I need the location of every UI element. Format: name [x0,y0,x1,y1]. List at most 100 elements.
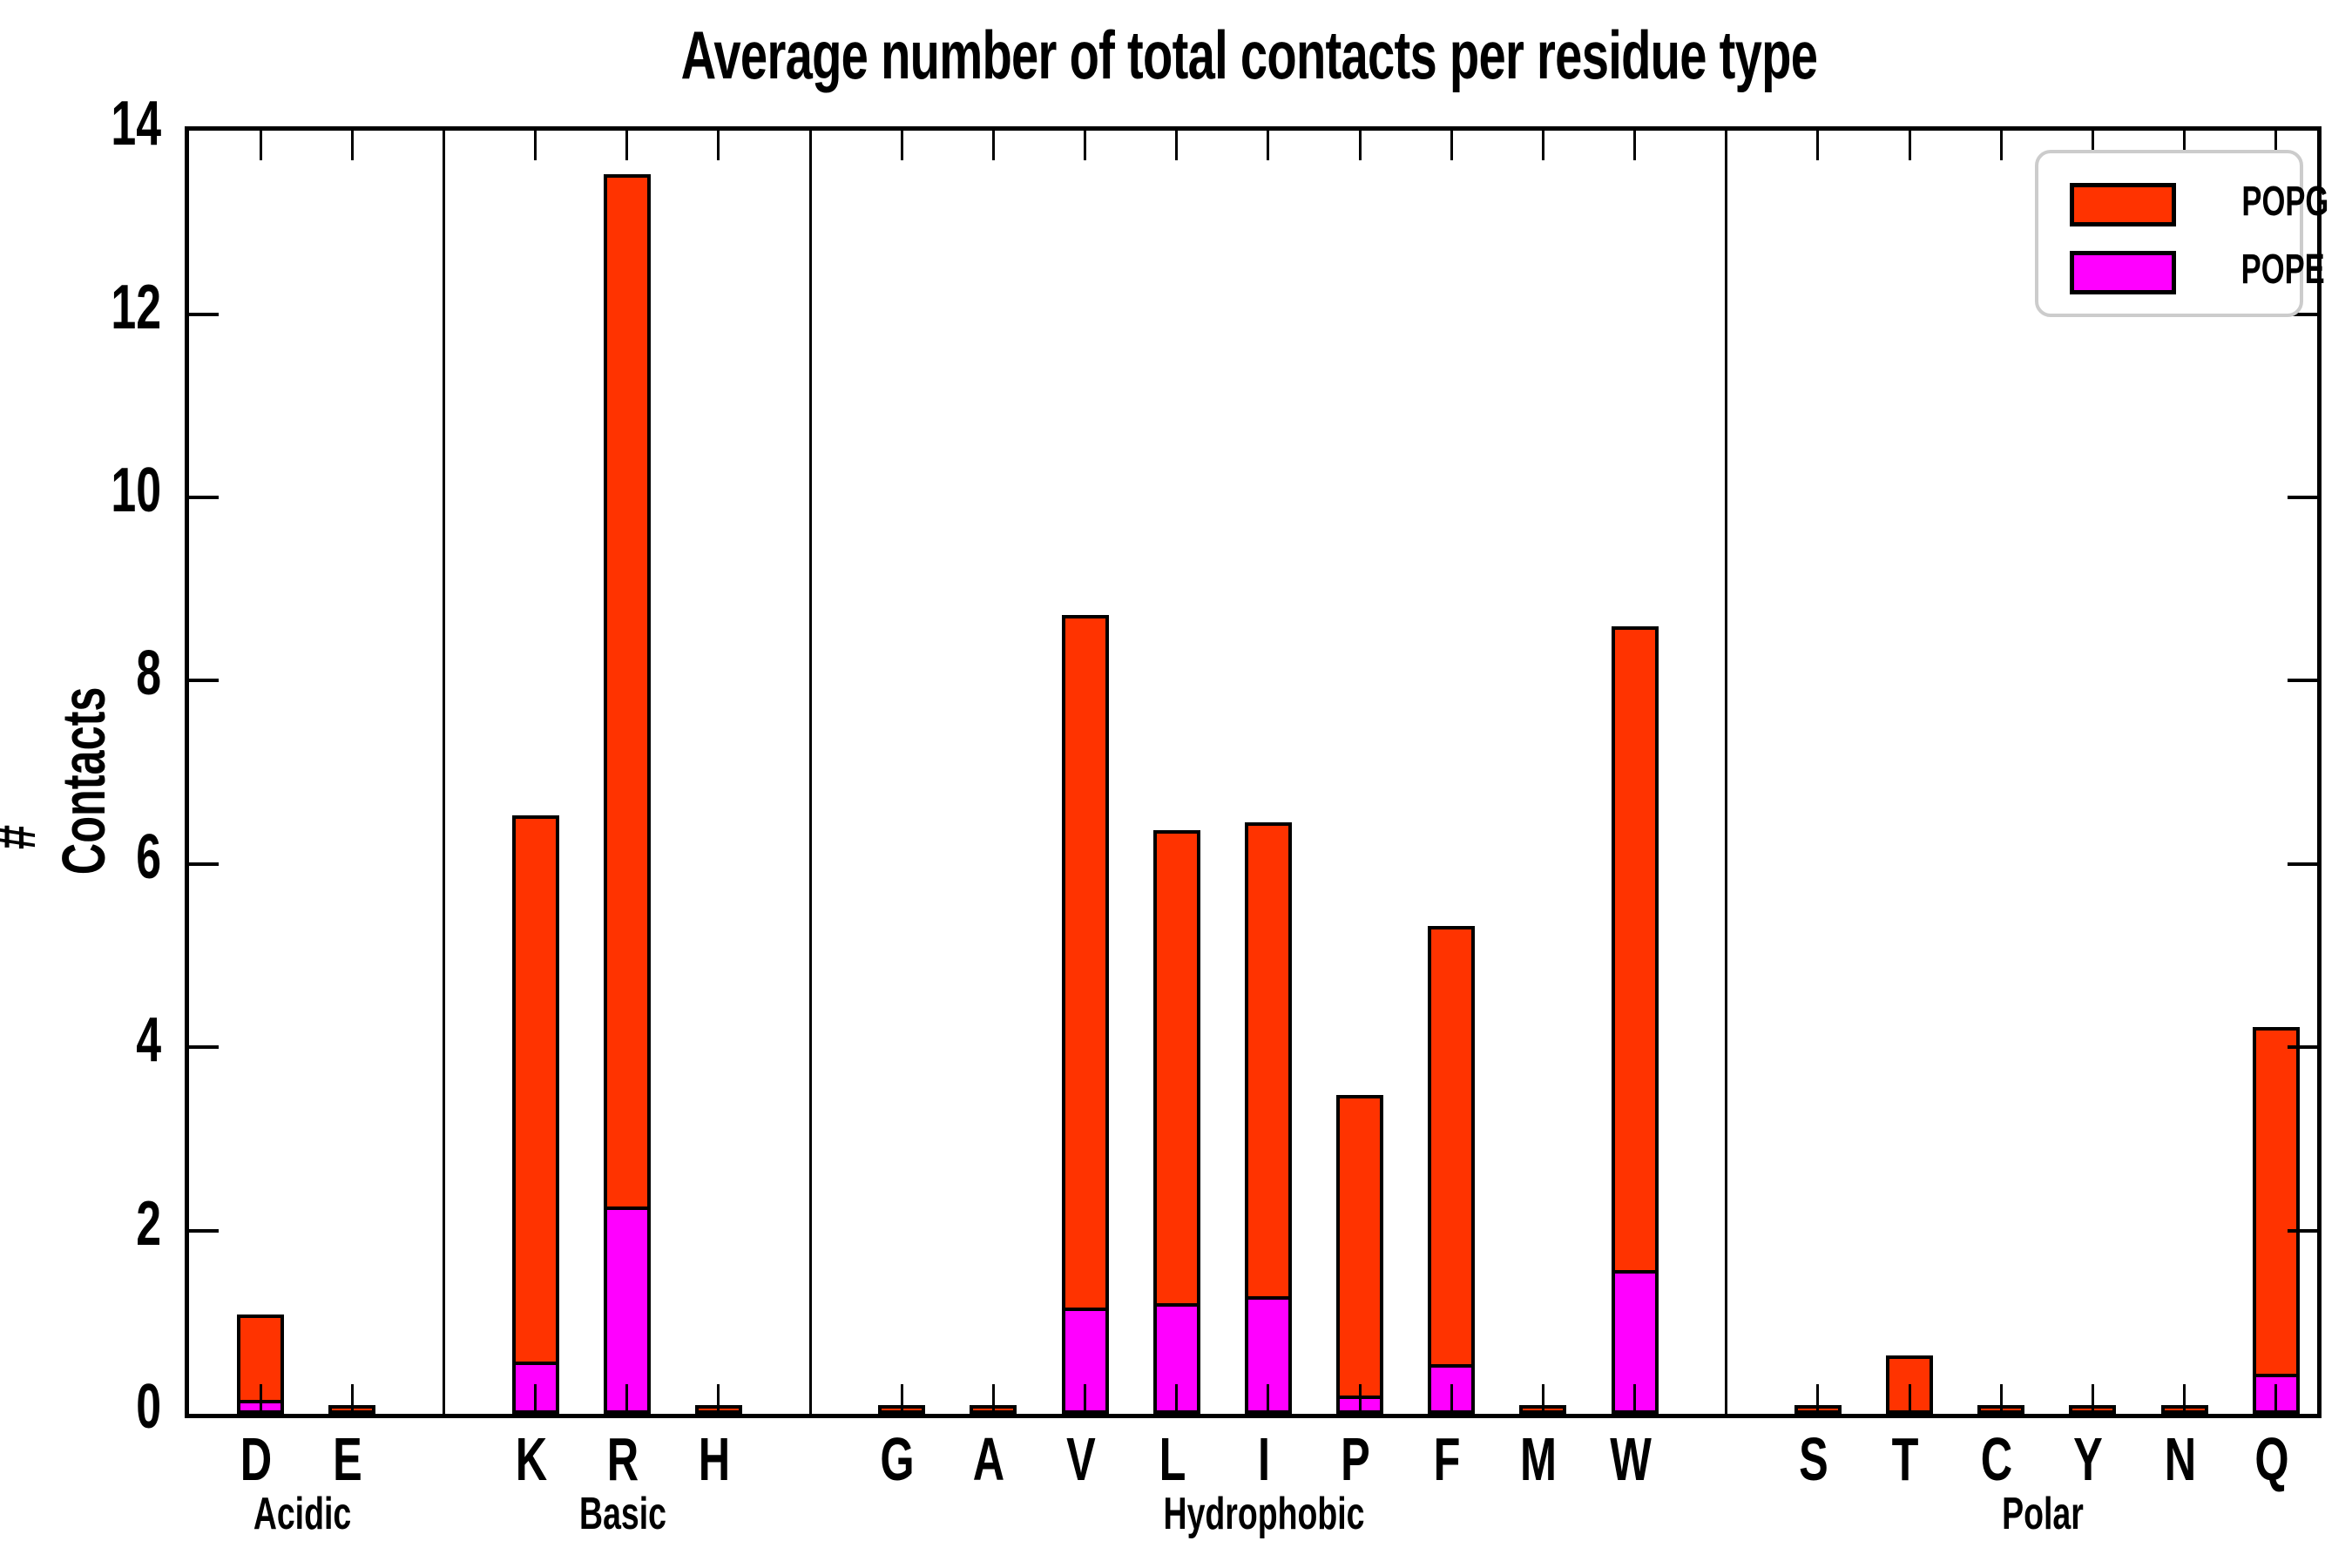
x-tick-label-T: T [1891,1425,1919,1493]
x-tick-bottom [717,1384,720,1414]
x-tick-top [991,131,995,160]
group-separator [1725,131,1728,1414]
legend-box: POPG POPE [2035,150,2328,317]
x-tick-label-H: H [698,1425,731,1493]
x-tick-top [1450,131,1453,160]
popg-swatch [2070,183,2176,226]
bar-W-popg [1611,626,1659,1414]
x-tick-label-R: R [606,1425,639,1493]
x-tick-label-S: S [1799,1425,1828,1493]
x-tick-top [625,131,629,160]
y-tick-left [189,1045,219,1050]
x-tick-bottom [625,1384,629,1414]
x-tick-label-V: V [1065,1425,1096,1493]
x-tick-top [1999,131,2003,160]
x-tick-top [259,131,262,160]
x-tick-top [900,131,903,160]
x-tick-label-Q: Q [2254,1425,2289,1493]
x-tick-top [1816,131,1820,160]
y-tick-left [189,312,219,316]
bar-I-popg [1244,822,1292,1414]
y-tick-left [189,862,219,866]
x-tick-bottom [1633,1384,1637,1414]
x-tick-bottom [350,1384,354,1414]
y-tick-left [189,1228,219,1233]
bar-R-pope [606,1206,647,1410]
group-separator [442,131,445,1414]
y-tick-right [2288,1045,2317,1050]
x-tick-top [1267,131,1270,160]
bar-K-popg [511,815,559,1414]
x-tick-top [350,131,354,160]
x-tick-label-L: L [1159,1425,1186,1493]
y-tick-label-14: 14 [111,89,161,159]
x-tick-top [1633,131,1637,160]
y-tick-right [2288,312,2317,316]
x-tick-label-K: K [515,1425,547,1493]
y-tick-label-2: 2 [136,1188,161,1259]
y-tick-label-10: 10 [111,456,161,526]
plot-area: POPG POPE [185,126,2328,1418]
y-tick-left [189,679,219,683]
x-tick-bottom [2274,1384,2278,1414]
pope-swatch [2070,251,2176,294]
x-tick-label-W: W [1609,1425,1652,1493]
bar-Q-popg [2252,1027,2300,1414]
y-tick-label-8: 8 [136,639,161,709]
x-tick-bottom [1358,1384,1362,1414]
x-tick-bottom [1267,1384,1270,1414]
group-label-basic: Basic [578,1489,666,1539]
x-tick-bottom [1816,1384,1820,1414]
x-tick-bottom [1541,1384,1544,1414]
x-tick-label-E: E [333,1425,362,1493]
x-tick-bottom [1908,1384,1911,1414]
x-tick-bottom [1084,1384,1087,1414]
x-tick-top [2183,131,2186,160]
x-tick-top [1358,131,1362,160]
x-tick-bottom [900,1384,903,1414]
bar-P-popg [1336,1095,1384,1414]
x-tick-top [2274,131,2278,160]
x-tick-top [717,131,720,160]
x-tick-label-P: P [1341,1425,1370,1493]
y-tick-right [2288,1228,2317,1233]
y-tick-right [2288,679,2317,683]
popg-label: POPG [2241,179,2329,225]
x-tick-top [1908,131,1911,160]
x-tick-label-Y: Y [2073,1425,2104,1493]
group-label-polar: Polar [2001,1489,2084,1539]
y-tick-right [2288,862,2317,866]
bar-V-popg [1061,615,1109,1414]
x-tick-top [1084,131,1087,160]
x-tick-bottom [1175,1384,1179,1414]
x-tick-bottom [1450,1384,1453,1414]
x-tick-label-D: D [240,1425,273,1493]
bar-R-popg [603,174,651,1414]
group-label-acidic: Acidic [253,1489,351,1539]
group-label-hydrophobic: Hydrophobic [1163,1489,1365,1539]
x-tick-bottom [1999,1384,2003,1414]
x-tick-bottom [259,1384,262,1414]
x-tick-top [2091,131,2094,160]
x-tick-bottom [534,1384,537,1414]
group-separator [808,131,812,1414]
x-tick-top [1541,131,1544,160]
x-tick-top [534,131,537,160]
x-tick-label-G: G [880,1425,915,1493]
x-tick-bottom [991,1384,995,1414]
y-tick-label-12: 12 [111,272,161,342]
y-tick-label-6: 6 [136,821,161,892]
x-tick-label-C: C [1981,1425,2013,1493]
pope-label: POPE [2240,247,2325,293]
chart-title: Average number of total contacts per res… [680,17,1817,93]
y-tick-label-0: 0 [136,1372,161,1443]
y-tick-left [189,496,219,499]
y-tick-right [2288,496,2317,499]
bar-L-popg [1152,830,1200,1414]
x-tick-label-A: A [973,1425,1005,1493]
x-tick-bottom [2183,1384,2186,1414]
x-tick-top [1175,131,1179,160]
y-tick-label-4: 4 [136,1005,161,1076]
x-tick-label-N: N [2164,1425,2196,1493]
